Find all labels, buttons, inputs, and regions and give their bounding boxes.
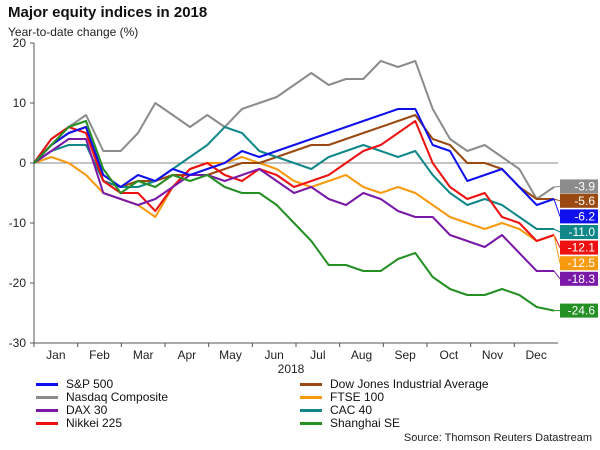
x-tick-label: Oct bbox=[439, 348, 458, 362]
x-tick-label: Aug bbox=[351, 348, 372, 362]
legend-label: DAX 30 bbox=[66, 403, 108, 417]
y-tick-label: 10 bbox=[13, 96, 27, 110]
legend-item: FTSE 100 bbox=[300, 390, 384, 404]
source-note: Source: Thomson Reuters Datastream bbox=[403, 432, 592, 444]
x-tick-label: May bbox=[219, 348, 242, 362]
end-label-connector bbox=[553, 234, 561, 264]
legend-swatch bbox=[300, 395, 322, 399]
end-label-box bbox=[560, 179, 598, 194]
x-tick-label: Dec bbox=[525, 348, 546, 362]
legend-swatch bbox=[300, 421, 322, 425]
legend-item: Dow Jones Industrial Average bbox=[300, 377, 489, 391]
legend-label: FTSE 100 bbox=[330, 390, 385, 404]
end-label-value: -12.1 bbox=[568, 241, 596, 255]
end-label-value: -18.3 bbox=[568, 272, 596, 286]
end-label-value: -12.5 bbox=[568, 256, 596, 270]
end-label-box bbox=[560, 240, 598, 255]
legend-swatch bbox=[36, 421, 58, 425]
series-line-s-p-500 bbox=[33, 108, 555, 206]
x-tick-label: Nov bbox=[482, 348, 503, 362]
legend-label: CAC 40 bbox=[330, 403, 373, 417]
series-line-dax-30 bbox=[33, 138, 554, 272]
x-tick-label: Jul bbox=[310, 348, 325, 362]
end-label-box bbox=[560, 193, 598, 208]
legend-label: Shanghai SE bbox=[330, 416, 401, 430]
legend-label: Nikkei 225 bbox=[66, 416, 123, 430]
end-label-connector bbox=[553, 198, 561, 217]
legend-item: CAC 40 bbox=[300, 403, 372, 417]
legend-swatch bbox=[300, 382, 322, 386]
end-label-value: -3.9 bbox=[574, 179, 595, 193]
y-tick-label: -30 bbox=[9, 336, 27, 350]
end-label-connector bbox=[553, 228, 561, 233]
y-tick-label: 20 bbox=[13, 36, 27, 50]
legend-swatch bbox=[300, 408, 322, 412]
end-label-value: -6.2 bbox=[574, 209, 595, 223]
chart-subtitle: Year-to-date change (%) bbox=[8, 25, 139, 39]
legend-swatch bbox=[36, 395, 58, 399]
end-label-connector bbox=[553, 270, 561, 280]
end-label-connector bbox=[553, 234, 561, 248]
end-label-connector bbox=[553, 198, 561, 202]
legend-label: Dow Jones Industrial Average bbox=[330, 377, 489, 391]
legend-item: Nasdaq Composite bbox=[36, 390, 168, 404]
legend-item: Shanghai SE bbox=[300, 416, 400, 430]
x-tick-label: Sep bbox=[394, 348, 416, 362]
end-label-box bbox=[560, 225, 598, 239]
x-axis-label: 2018 bbox=[278, 362, 305, 375]
end-label-box bbox=[560, 256, 598, 271]
y-tick-label: -10 bbox=[9, 216, 27, 230]
line-chart: 20 10 0 -10 -20 -30 Jan Feb Mar Apr May Jun Jul Aug Se… bbox=[9, 36, 598, 375]
end-label-value: -11.0 bbox=[569, 225, 596, 239]
y-tick-label: 0 bbox=[19, 156, 26, 170]
end-label-box bbox=[560, 303, 598, 318]
legend-label: S&P 500 bbox=[66, 377, 114, 391]
end-label-box bbox=[560, 271, 598, 286]
legend-label: Nasdaq Composite bbox=[66, 390, 169, 404]
x-tick-label: Apr bbox=[177, 348, 196, 362]
legend-item: DAX 30 bbox=[36, 403, 107, 417]
end-label-value: -24.6 bbox=[568, 304, 596, 318]
legend-swatch bbox=[36, 382, 58, 386]
x-tick-label: Feb bbox=[89, 348, 110, 362]
legend-swatch bbox=[36, 408, 58, 412]
legend-item: S&P 500 bbox=[36, 377, 113, 391]
chart-title: Major equity indices in 2018 bbox=[8, 4, 208, 21]
end-label-value: -5.6 bbox=[574, 194, 595, 208]
end-label-connector bbox=[553, 185, 561, 188]
x-tick-label: Jun bbox=[264, 348, 283, 362]
series-line-ftse-100 bbox=[33, 156, 555, 242]
series-line-shanghai-se bbox=[33, 120, 555, 312]
series-line-nasdaq-composite bbox=[33, 60, 555, 200]
end-label-box bbox=[560, 209, 598, 224]
y-tick-label: -20 bbox=[9, 276, 27, 290]
x-tick-label: Jan bbox=[46, 348, 65, 362]
x-tick-label: Mar bbox=[133, 348, 154, 362]
legend-item: Nikkei 225 bbox=[36, 416, 122, 430]
